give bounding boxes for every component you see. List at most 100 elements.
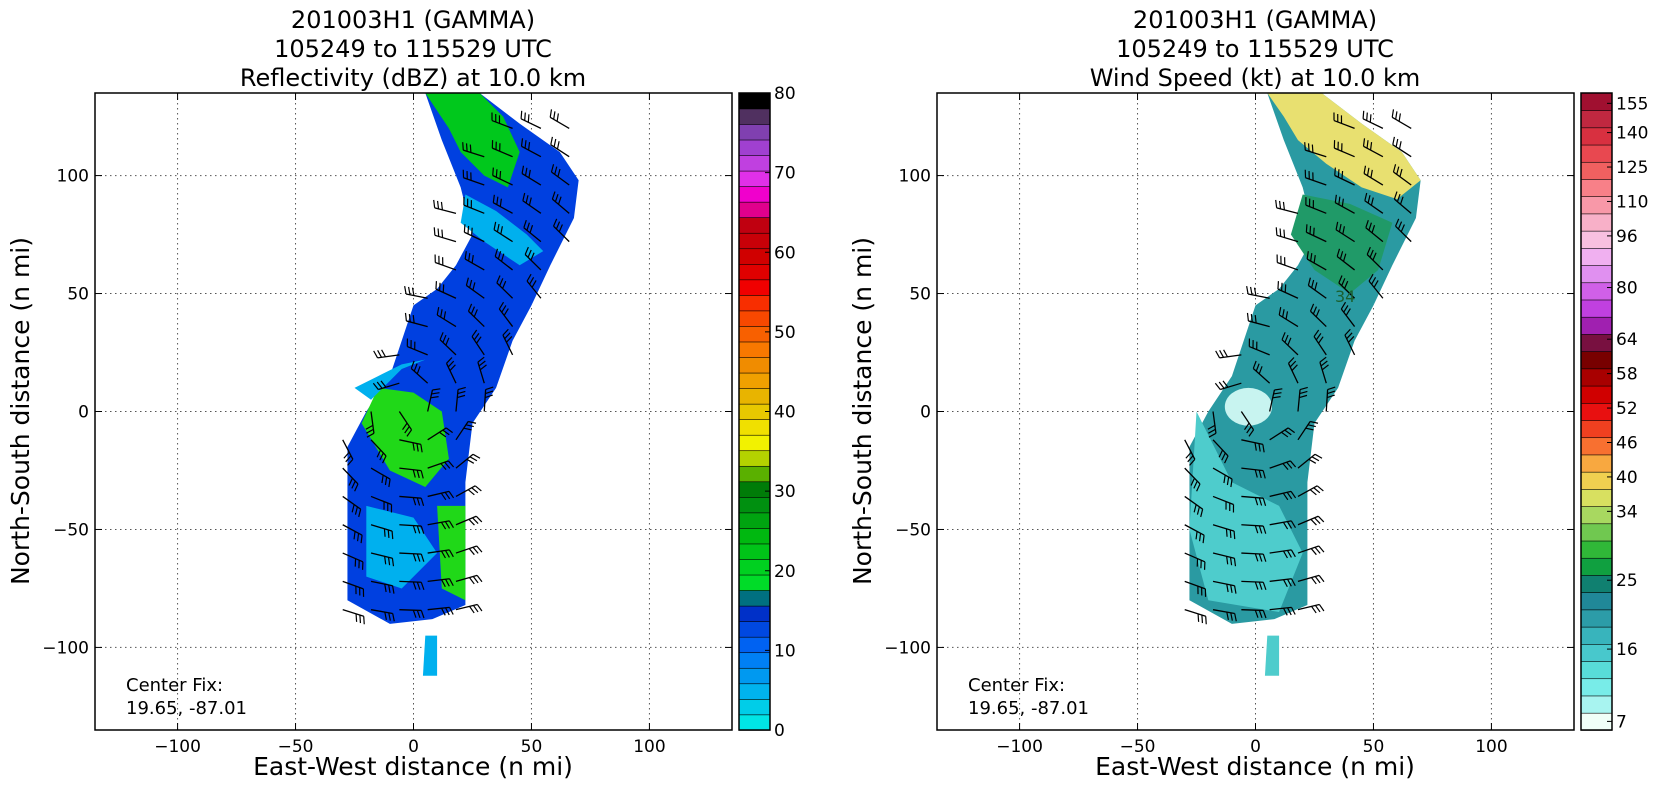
colorbar-swatch [1581, 472, 1612, 490]
colorbar-swatch [1581, 179, 1612, 197]
colorbar-swatch [739, 233, 770, 249]
wind-speed-panel: 201003H1 (GAMMA) 105249 to 115529 UTC Wi… [848, 6, 1648, 781]
wind-barb [374, 350, 400, 358]
reflectivity-ylabel: North-South distance (n mi) [6, 237, 35, 585]
reflectivity-xlabel: East-West distance (n mi) [253, 752, 573, 781]
colorbar-tick-label: 50 [774, 323, 796, 343]
colorbar-tick-label: 0 [774, 721, 785, 741]
colorbar-tick-label: 60 [774, 243, 796, 263]
wind-barb [435, 254, 456, 269]
colorbar-swatch [1581, 420, 1612, 438]
colorbar-tick-label: 64 [1616, 330, 1638, 350]
colorbar-swatch [739, 714, 770, 730]
colorbar-swatch [739, 109, 770, 125]
y-tick-label: 50 [909, 285, 931, 305]
colorbar-tick-label: 40 [1616, 468, 1638, 488]
colorbar-tick-label: 58 [1616, 365, 1638, 385]
colorbar-tick-label: 34 [1616, 502, 1638, 522]
y-tick-label: −100 [42, 638, 89, 658]
colorbar-swatch [739, 155, 770, 171]
reflectivity-center-fix-coords: 19.65, -87.01 [126, 698, 247, 719]
colorbar-swatch [1581, 351, 1612, 369]
colorbar-swatch [739, 186, 770, 202]
colorbar-swatch [739, 295, 770, 311]
reflectivity-title-line-2: 105249 to 115529 UTC [274, 35, 552, 63]
reflectivity-title-line-3: Reflectivity (dBZ) at 10.0 km [240, 64, 586, 92]
colorbar-swatch [1581, 592, 1612, 610]
colorbar-swatch [1581, 162, 1612, 180]
y-tick-label: 50 [67, 285, 89, 305]
wind-barb [1276, 200, 1298, 213]
colorbar-swatch [739, 435, 770, 451]
colorbar-swatch [739, 388, 770, 404]
colorbar-tick-label: 16 [1616, 640, 1638, 660]
y-tick-label: 0 [920, 403, 931, 423]
colorbar-swatch [739, 326, 770, 342]
colorbar-swatch [739, 497, 770, 513]
x-tick-label: −100 [154, 737, 201, 757]
colorbar-swatch [1581, 437, 1612, 455]
colorbar-tick-label: 40 [774, 403, 796, 423]
x-tick-label: 100 [1475, 737, 1507, 757]
colorbar-swatch [739, 528, 770, 544]
colorbar-swatch [1581, 196, 1612, 214]
colorbar-swatch [739, 202, 770, 218]
colorbar-swatch [1581, 127, 1612, 145]
colorbar-swatch [739, 544, 770, 560]
colorbar-swatch [739, 512, 770, 528]
colorbar-swatch [739, 357, 770, 373]
colorbar-swatch [1581, 696, 1612, 714]
colorbar-swatch [739, 466, 770, 482]
y-tick-label: 100 [899, 167, 931, 187]
wind-speed-field [1189, 93, 1420, 676]
reflectivity-center-fix-label: Center Fix: [126, 675, 223, 696]
colorbar-swatch [739, 264, 770, 280]
colorbar-swatch [1581, 93, 1612, 111]
wind-barb [550, 109, 569, 128]
colorbar-swatch [1581, 300, 1612, 318]
colorbar-swatch [1581, 541, 1612, 559]
colorbar-tick-label: 30 [774, 482, 796, 502]
colorbar-swatch [1581, 110, 1612, 128]
colorbar-tick-label: 96 [1616, 227, 1638, 247]
colorbar-swatch [1581, 609, 1612, 627]
colorbar-swatch [739, 559, 770, 575]
colorbar-swatch [1581, 644, 1612, 662]
wind-eye-region [1225, 388, 1272, 426]
colorbar-tick-label: 125 [1616, 158, 1648, 178]
wind-center-fix-coords: 19.65, -87.01 [968, 698, 1089, 719]
wind-barb [1247, 286, 1270, 298]
colorbar-swatch [739, 575, 770, 591]
reflectivity-panel: 201003H1 (GAMMA) 105249 to 115529 UTC Re… [6, 6, 796, 781]
colorbar-tick-label: 80 [1616, 279, 1638, 299]
colorbar-tick-label: 7 [1616, 712, 1627, 732]
colorbar-tick-label: 52 [1616, 399, 1638, 419]
colorbar-tick-label: 10 [774, 641, 796, 661]
colorbar-swatch [1581, 231, 1612, 249]
colorbar-swatch [739, 606, 770, 622]
wind-barb [1277, 254, 1298, 269]
colorbar-swatch [1581, 627, 1612, 645]
wind-streak-label: 34 [1335, 287, 1355, 306]
colorbar-tick-label: 155 [1616, 94, 1648, 114]
colorbar-swatch [739, 699, 770, 715]
colorbar-swatch [1581, 558, 1612, 576]
colorbar-swatch [1581, 145, 1612, 163]
colorbar-swatch [1581, 678, 1612, 696]
colorbar-swatch [1581, 282, 1612, 300]
colorbar-swatch [739, 481, 770, 497]
colorbar-swatch [739, 450, 770, 466]
colorbar-swatch [1581, 334, 1612, 352]
colorbar-swatch [739, 311, 770, 327]
y-tick-label: −50 [895, 520, 931, 540]
y-tick-label: −50 [53, 520, 89, 540]
colorbar-tick-label: 140 [1616, 124, 1648, 144]
colorbar-tick-label: 25 [1616, 571, 1638, 591]
colorbar-swatch [739, 373, 770, 389]
y-tick-label: 0 [78, 403, 89, 423]
colorbar-swatch [739, 621, 770, 637]
colorbar-swatch [1581, 403, 1612, 421]
colorbar-swatch [739, 124, 770, 140]
wind-barb [343, 610, 365, 625]
